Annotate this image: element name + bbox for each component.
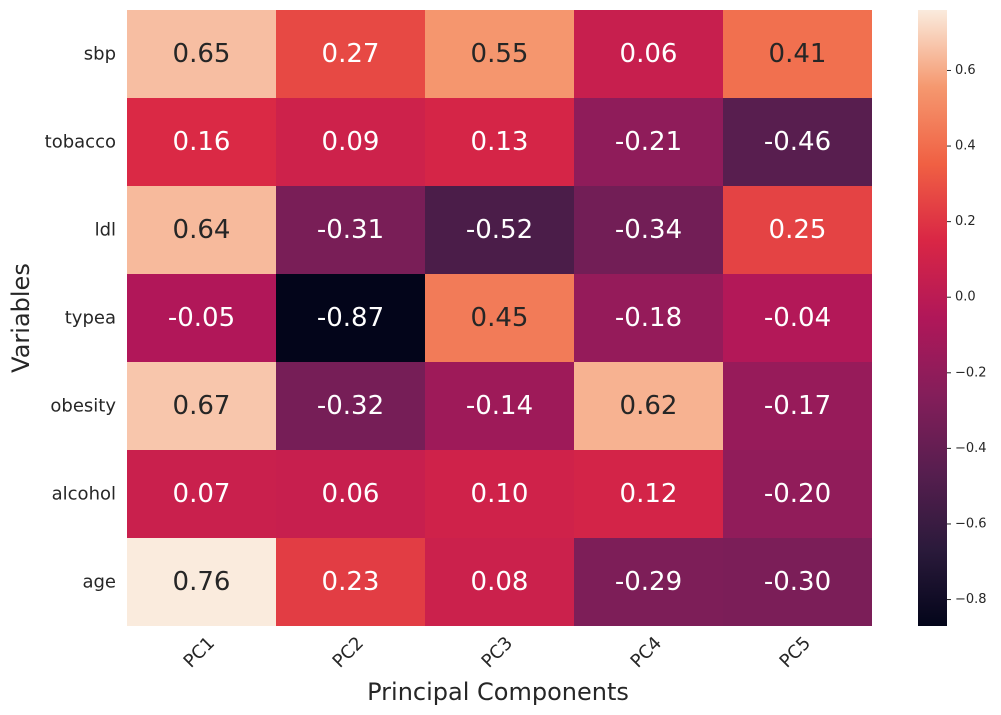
heatmap-cell bbox=[723, 98, 872, 186]
heatmap-cell bbox=[276, 274, 425, 362]
cell-value-label: -0.18 bbox=[615, 303, 682, 333]
cell-value-label: 0.62 bbox=[620, 391, 678, 421]
cell-value-label: -0.32 bbox=[317, 391, 384, 421]
cell-value-label: -0.30 bbox=[764, 567, 831, 597]
heatmap-cell bbox=[425, 10, 574, 98]
heatmap-cell bbox=[127, 98, 276, 186]
column-labels: PC1 PC2 PC3 PC4 PC5 bbox=[180, 633, 816, 673]
heatmap-cell bbox=[723, 274, 872, 362]
heatmap-cell bbox=[574, 98, 723, 186]
heatmap-cell bbox=[127, 450, 276, 538]
heatmap-cell bbox=[127, 10, 276, 98]
cell-value-label: 0.09 bbox=[322, 127, 380, 157]
heatmap-cell bbox=[574, 10, 723, 98]
colorbar-tick-label: −0.6 bbox=[955, 516, 987, 531]
heatmap-cell bbox=[425, 98, 574, 186]
row-tick-label: obesity bbox=[50, 396, 116, 417]
heatmap-cell bbox=[276, 450, 425, 538]
heatmap-cell bbox=[574, 450, 723, 538]
cell-value-label: -0.17 bbox=[764, 391, 831, 421]
heatmap-cell bbox=[276, 10, 425, 98]
heatmap-cell bbox=[723, 450, 872, 538]
heatmap-cell bbox=[574, 538, 723, 626]
cell-value-label: 0.27 bbox=[322, 39, 380, 69]
colorbar bbox=[918, 10, 947, 626]
column-tick-label: PC5 bbox=[776, 633, 816, 673]
heatmap-cell bbox=[127, 274, 276, 362]
cell-value-label: -0.46 bbox=[764, 127, 831, 157]
heatmap-cell bbox=[276, 362, 425, 450]
column-tick-label: PC3 bbox=[478, 633, 518, 673]
row-tick-label: sbp bbox=[84, 44, 116, 65]
row-tick-label: typea bbox=[65, 308, 116, 329]
cell-value-label: -0.29 bbox=[615, 567, 682, 597]
cell-value-label: 0.08 bbox=[471, 567, 529, 597]
heatmap-cells: 0.65 0.27 0.55 0.06 0.41 0.16 0.09 0.13 -0.21 -0.… bbox=[127, 10, 872, 626]
heatmap-cell bbox=[723, 362, 872, 450]
heatmap-cell bbox=[425, 186, 574, 274]
heatmap-cell bbox=[127, 362, 276, 450]
cell-value-label: -0.21 bbox=[615, 127, 682, 157]
row-tick-label: alcohol bbox=[52, 484, 116, 505]
heatmap-cell bbox=[723, 186, 872, 274]
colorbar-tick-label: 0.0 bbox=[955, 290, 976, 305]
heatmap-cell bbox=[276, 538, 425, 626]
row-tick-label: tobacco bbox=[45, 132, 116, 153]
heatmap-cell bbox=[127, 186, 276, 274]
colorbar-tick-label: −0.4 bbox=[955, 441, 987, 456]
colorbar-tick-label: −0.8 bbox=[955, 592, 987, 607]
colorbar-tick-label: 0.6 bbox=[955, 63, 976, 78]
heatmap-cell bbox=[127, 538, 276, 626]
heatmap-cell bbox=[574, 186, 723, 274]
heatmap-cell bbox=[723, 538, 872, 626]
heatmap-cell bbox=[276, 98, 425, 186]
row-tick-label: ldl bbox=[95, 220, 116, 241]
y-axis-title: Variables bbox=[7, 263, 35, 373]
cell-value-label: 0.06 bbox=[322, 479, 380, 509]
colorbar-tick-label: 0.2 bbox=[955, 214, 976, 229]
column-tick-label: PC1 bbox=[180, 633, 220, 673]
cell-value-label: -0.34 bbox=[615, 215, 682, 245]
colorbar-ticks: 0.6 0.4 0.2 0.0 −0.2 −0.4 −0.6 −0.8 bbox=[947, 63, 987, 607]
cell-value-label: 0.16 bbox=[173, 127, 231, 157]
cell-value-label: 0.64 bbox=[173, 215, 231, 245]
row-tick-label: age bbox=[82, 572, 116, 593]
cell-value-label: 0.12 bbox=[620, 479, 678, 509]
colorbar-tick-label: 0.4 bbox=[955, 139, 976, 154]
cell-value-label: 0.55 bbox=[471, 39, 529, 69]
cell-value-label: 0.13 bbox=[471, 127, 529, 157]
column-tick-label: PC2 bbox=[329, 633, 369, 673]
cell-value-label: 0.07 bbox=[173, 479, 231, 509]
heatmap-cell bbox=[574, 362, 723, 450]
column-tick-label: PC4 bbox=[627, 633, 667, 673]
cell-value-label: -0.14 bbox=[466, 391, 533, 421]
cell-value-label: -0.31 bbox=[317, 215, 384, 245]
colorbar-tick-label: −0.2 bbox=[955, 365, 987, 380]
x-axis-title: Principal Components bbox=[367, 678, 629, 706]
cell-value-label: 0.65 bbox=[173, 39, 231, 69]
cell-value-label: -0.05 bbox=[168, 303, 235, 333]
cell-value-label: 0.67 bbox=[173, 391, 231, 421]
cell-value-label: 0.45 bbox=[471, 303, 529, 333]
heatmap-cell bbox=[574, 274, 723, 362]
cell-value-label: 0.41 bbox=[769, 39, 827, 69]
cell-value-label: 0.25 bbox=[769, 215, 827, 245]
cell-value-label: 0.76 bbox=[173, 567, 231, 597]
heatmap-cell bbox=[425, 274, 574, 362]
heatmap-cell bbox=[425, 450, 574, 538]
cell-value-label: -0.04 bbox=[764, 303, 831, 333]
cell-value-label: 0.23 bbox=[322, 567, 380, 597]
heatmap-cell bbox=[425, 362, 574, 450]
cell-value-label: 0.06 bbox=[620, 39, 678, 69]
cell-value-label: -0.20 bbox=[764, 479, 831, 509]
cell-value-label: 0.10 bbox=[471, 479, 529, 509]
heatmap-cell bbox=[425, 538, 574, 626]
cell-value-label: -0.87 bbox=[317, 303, 384, 333]
heatmap-cell bbox=[723, 10, 872, 98]
row-labels: sbp tobacco ldl typea obesity alcohol age bbox=[45, 44, 117, 593]
heatmap-cell bbox=[276, 186, 425, 274]
cell-value-label: -0.52 bbox=[466, 215, 533, 245]
